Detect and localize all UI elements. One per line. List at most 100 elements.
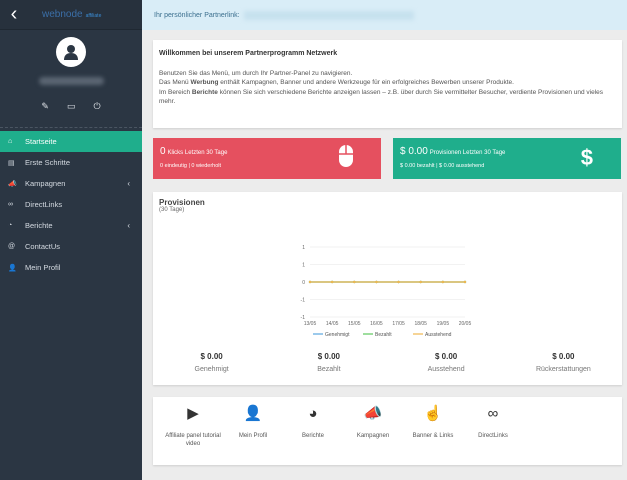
- total-value: $ 0.00: [552, 352, 575, 361]
- user-icon: 👤: [243, 405, 263, 422]
- y-tick-label: 1: [302, 245, 305, 251]
- welcome-line: Benutzen Sie das Menü, um durch Ihr Part…: [159, 69, 353, 77]
- megaphone-icon: 📣: [8, 180, 17, 188]
- x-tick-label: 16/05: [370, 321, 383, 327]
- chevron-left-icon: ‹: [127, 179, 130, 188]
- x-tick-label: 14/05: [326, 321, 339, 327]
- y-tick-label: 0: [302, 280, 305, 286]
- x-tick-label: 18/05: [414, 321, 427, 327]
- sidebar-item-startseite[interactable]: ⌂ Startseite: [0, 131, 142, 152]
- chevron-left-icon: ‹: [127, 221, 130, 230]
- x-tick-label: 13/05: [304, 321, 317, 327]
- video-icon: ▶: [187, 405, 199, 422]
- provisionen-title: Provisionen: [159, 198, 205, 207]
- home-icon: ⌂: [8, 138, 13, 145]
- shortcut-label: DirectLinks: [478, 433, 508, 439]
- data-point: [397, 280, 400, 284]
- avatar: [56, 37, 86, 67]
- legend-label: Bezahlt: [375, 332, 392, 338]
- clicks-label: Klicks Letzten 30 Tage: [167, 150, 228, 156]
- data-point: [441, 280, 445, 284]
- shortcut-label: Affiliate panel tutorial video: [165, 433, 221, 447]
- shortcut-mein-profil[interactable]: 👤 Mein Profil: [223, 397, 283, 465]
- clicks-stat: 0 Klicks Letzten 30 Tage 0 eindeutig | 0…: [153, 138, 381, 179]
- total-label: Ausstehend: [427, 366, 465, 373]
- sidebar: ‹ webnode affiliate ✎ ▭ ⏻ ⌂ Startseite ▤ Ers…: [0, 0, 142, 480]
- user-icon: 👤: [8, 264, 17, 272]
- sidebar-header: ‹ webnode affiliate: [0, 0, 142, 30]
- sidebar-item-label: ContactUs: [25, 242, 61, 251]
- data-point: [463, 280, 467, 284]
- chart-icon: ◔: [8, 222, 13, 229]
- shortcut-kampagnen[interactable]: 📣 Kampagnen: [343, 397, 403, 465]
- sidebar-item-contactus[interactable]: @ ContactUs: [0, 236, 142, 257]
- user-icon: [64, 45, 78, 60]
- x-tick-label: 19/05: [437, 321, 450, 327]
- link-icon: ∞: [8, 201, 13, 208]
- x-tick-label: 17/05: [392, 321, 405, 327]
- sidebar-item-label: Mein Profil: [25, 263, 61, 272]
- total-bezahlt: $ 0.00 Bezahlt: [270, 352, 387, 373]
- logo[interactable]: webnode affiliate: [42, 9, 101, 20]
- logo-text: webnode: [42, 9, 83, 20]
- sidebar-item-label: Startseite: [25, 137, 57, 146]
- pie-chart-icon: ◕: [308, 405, 318, 422]
- chevron-left-icon[interactable]: ‹: [10, 3, 18, 25]
- link-icon: ∞: [487, 405, 499, 422]
- total-ausstehend: $ 0.00 Ausstehend: [388, 352, 505, 373]
- data-point: [419, 280, 422, 284]
- sidebar-item-mein-profil[interactable]: 👤 Mein Profil: [0, 257, 142, 278]
- shortcut-label: Berichte: [301, 433, 324, 439]
- book-icon: ▤: [8, 159, 15, 167]
- sidebar-item-berichte[interactable]: ◔ Berichte ‹: [0, 215, 142, 236]
- sidebar-item-label: Erste Schritte: [25, 158, 71, 167]
- sidebar-item-label: Kampagnen: [25, 179, 66, 188]
- edit-icon[interactable]: ✎: [41, 101, 49, 111]
- data-point: [330, 280, 334, 284]
- data-point: [375, 280, 378, 284]
- welcome-line: Das Menü Werbung enthält Kampagnen, Bann…: [159, 79, 514, 86]
- partner-link-value[interactable]: [243, 10, 414, 20]
- provisionen-subtitle: (30 Tage): [159, 207, 185, 213]
- provisionen-chart: 110-1-113/05 14/05 15/05 16/05 17/05 18/05 19/…: [301, 245, 472, 338]
- x-tick-label: 15/05: [348, 321, 361, 327]
- shortcut-berichte[interactable]: ◕ Berichte: [283, 397, 343, 465]
- data-point: [308, 280, 312, 284]
- monitor-icon[interactable]: ▭: [66, 101, 76, 111]
- commissions-sub: $ 0.00 bezahlt | $ 0.00 ausstehend: [400, 163, 485, 169]
- y-tick-label: 1: [302, 263, 305, 269]
- welcome-line: Im Bereich Berichte können Sie sich vers…: [159, 88, 604, 106]
- shortcut-label: Kampagnen: [356, 433, 390, 439]
- partner-link-label: Ihr persönlicher Partnerlink:: [154, 11, 240, 19]
- at-icon: @: [8, 243, 16, 250]
- sidebar-item-label: DirectLinks: [25, 200, 63, 209]
- dollar-icon: $: [580, 145, 593, 170]
- mouse-icon: [339, 145, 353, 173]
- shortcut-banner-links[interactable]: ☝ Banner & Links: [403, 397, 463, 465]
- power-icon[interactable]: ⏻: [93, 101, 101, 111]
- shortcut-label: Mein Profil: [238, 433, 268, 439]
- legend-label: Genehmigt: [325, 332, 350, 338]
- welcome-card: Willkommen bei unserem Partnerprogramm N…: [153, 40, 622, 128]
- sidebar-item-kampagnen[interactable]: 📣 Kampagnen ‹: [0, 173, 142, 194]
- welcome-title: Willkommen bei unserem Partnerprogramm N…: [159, 50, 338, 57]
- clicks-value: 0: [160, 146, 166, 157]
- x-tick-label: 20/05: [459, 321, 472, 327]
- total-value: $ 0.00: [317, 352, 340, 361]
- partner-link-bar: Ihr persönlicher Partnerlink:: [142, 0, 627, 30]
- total-value: $ 0.00: [200, 352, 223, 361]
- username-blurred: [38, 77, 104, 85]
- shortcut-affiliate-panel-tutorial-video[interactable]: ▶ Affiliate panel tutorial video: [163, 397, 223, 465]
- total-label: Rückerstattungen: [535, 366, 591, 373]
- total-rückerstattungen: $ 0.00 Rückerstattungen: [505, 352, 622, 373]
- total-genehmigt: $ 0.00 Genehmigt: [153, 352, 270, 373]
- total-label: Bezahlt: [317, 366, 341, 373]
- provisionen-card: Provisionen (30 Tage) 1 1 0 -1 -1 13/05 14/05 1…: [153, 192, 622, 385]
- y-tick-label: -1: [301, 298, 306, 304]
- sidebar-item-directlinks[interactable]: ∞ DirectLinks: [0, 194, 142, 215]
- sidebar-item-erste-schritte[interactable]: ▤ Erste Schritte: [0, 152, 142, 173]
- megaphone-icon: 📣: [363, 405, 383, 422]
- commissions-value: $ 0.00: [400, 146, 428, 157]
- shortcut-directlinks[interactable]: ∞ DirectLinks: [463, 397, 523, 465]
- shortcuts-card: ▶ Affiliate panel tutorial video 👤 Mein Pro…: [153, 397, 622, 465]
